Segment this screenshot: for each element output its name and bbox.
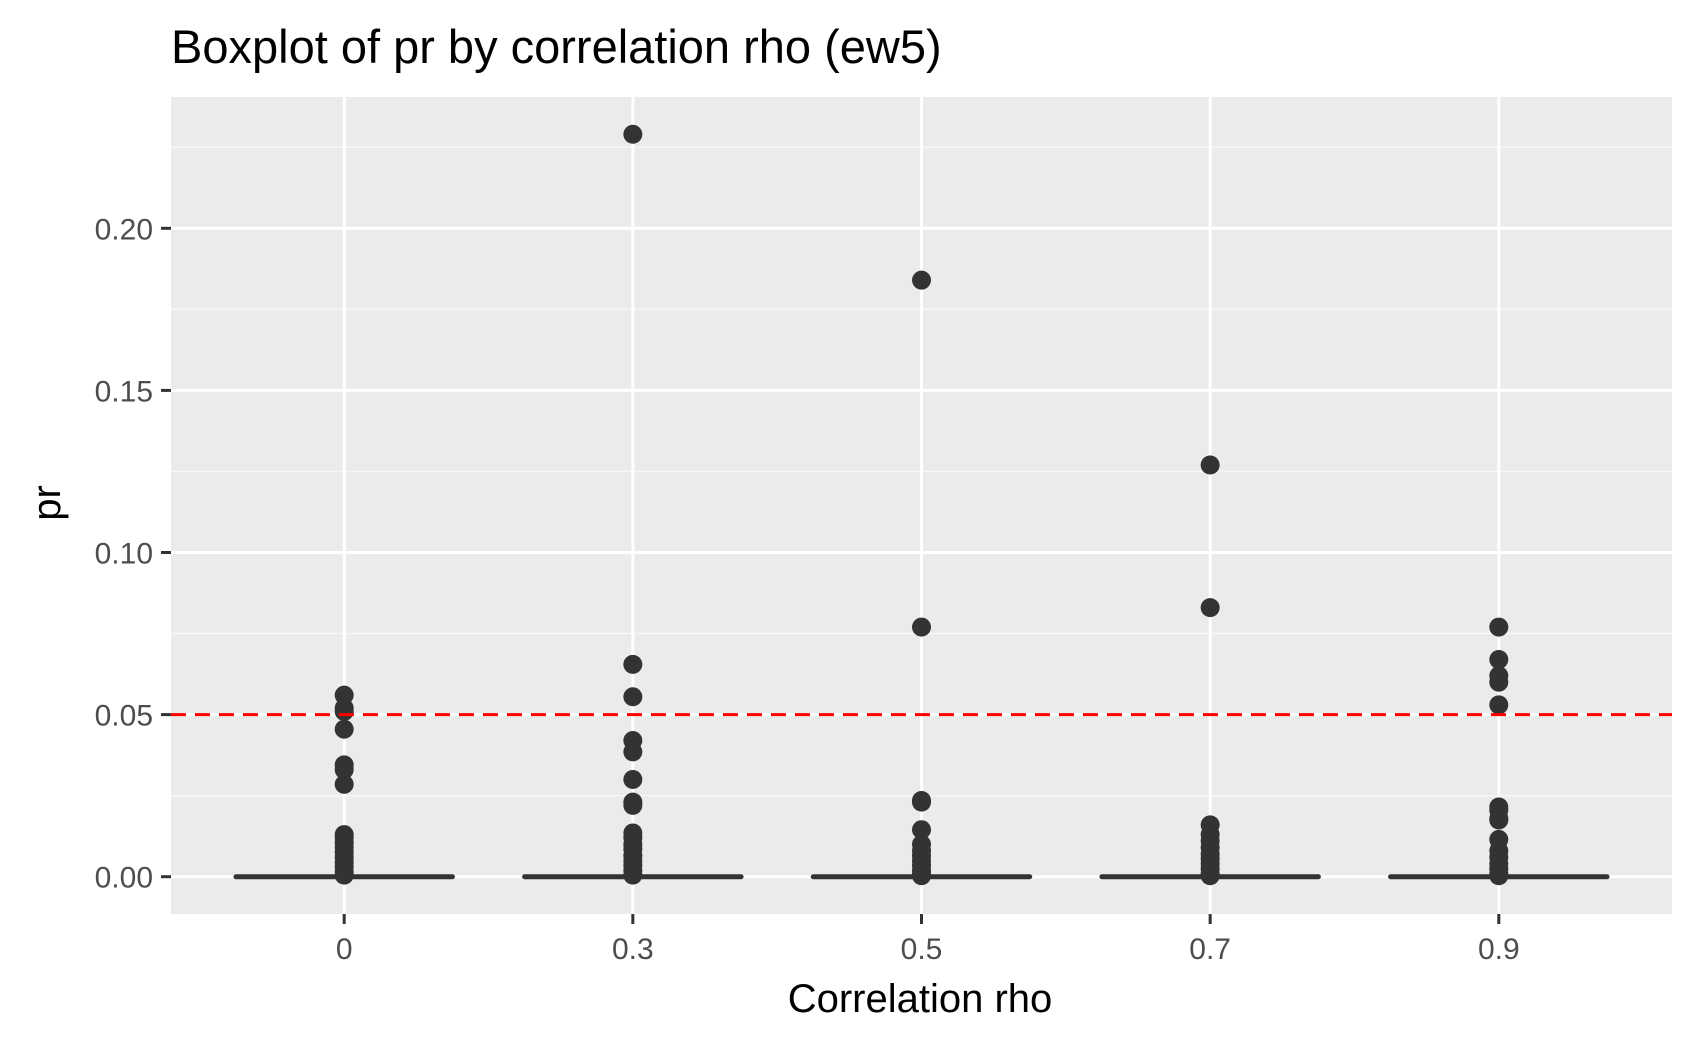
outlier-point-0.5 — [912, 866, 931, 885]
x-tick-label: 0.3 — [612, 933, 654, 966]
outlier-point-0.9 — [1489, 650, 1508, 669]
outlier-point-0.3 — [623, 687, 642, 706]
y-tick-label: 0.20 — [95, 213, 153, 246]
outlier-point-0.3 — [623, 770, 642, 789]
x-tick-label: 0.5 — [901, 933, 943, 966]
y-tick-label: 0.05 — [95, 700, 153, 733]
outlier-point-0 — [335, 775, 354, 794]
x-tick-label: 0 — [336, 933, 353, 966]
outlier-point-0.5 — [912, 793, 931, 812]
outlier-point-0.7 — [1201, 866, 1220, 885]
y-axis-title: pr — [25, 485, 69, 521]
outlier-point-0.5 — [912, 271, 931, 290]
outlier-point-0.3 — [623, 655, 642, 674]
outlier-point-0.9 — [1489, 673, 1508, 692]
x-tick-label: 0.7 — [1189, 933, 1231, 966]
outlier-point-0.3 — [623, 742, 642, 761]
outlier-point-0.3 — [623, 125, 642, 144]
x-axis-title: Correlation rho — [788, 977, 1053, 1021]
x-tick-label: 0.9 — [1478, 933, 1520, 966]
outlier-point-0.5 — [912, 618, 931, 637]
outlier-point-0.9 — [1489, 810, 1508, 829]
outlier-point-0 — [335, 866, 354, 885]
outlier-point-0 — [335, 702, 354, 721]
y-tick-label: 0.15 — [95, 375, 153, 408]
outlier-point-0.9 — [1489, 866, 1508, 885]
y-tick-label: 0.10 — [95, 538, 153, 571]
outlier-point-0.7 — [1201, 455, 1220, 474]
outlier-point-0.9 — [1489, 618, 1508, 637]
chart-title: Boxplot of pr by correlation rho (ew5) — [171, 20, 942, 73]
y-tick-label: 0.00 — [95, 862, 153, 895]
outlier-point-0.3 — [623, 866, 642, 885]
outlier-point-0.7 — [1201, 598, 1220, 617]
outlier-point-0 — [335, 720, 354, 739]
outlier-point-0.3 — [623, 796, 642, 815]
outlier-point-0.9 — [1489, 695, 1508, 714]
